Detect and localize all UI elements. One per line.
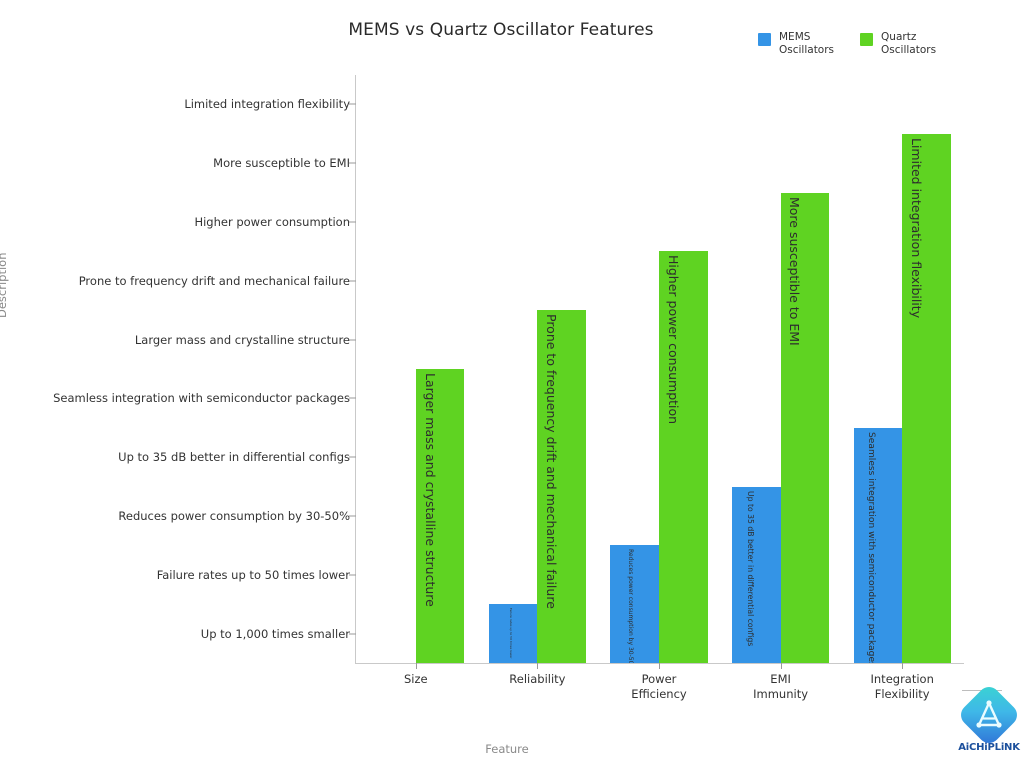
bar-value-label: Larger mass and crystalline structure [422,373,438,607]
legend-label-mems: MEMS Oscillators [779,31,835,56]
y-tick-label: Reduces power consumption by 30-50% [118,509,350,523]
bar-value-label: Higher power consumption [665,255,681,425]
y-tick-mark [349,221,356,223]
y-tick-mark [349,162,356,164]
bar-value-label: Limited integration flexibility [909,137,924,318]
y-tick-mark [349,574,356,576]
bar-value-label: Failure rates up to 50 times lower [508,608,513,659]
y-tick-mark [349,339,356,341]
y-tick-mark [349,397,356,399]
y-tick-label: Limited integration flexibility [184,97,350,112]
x-tick-mark [415,663,417,669]
x-tick-mark [537,663,539,669]
bar-mems[interactable]: Failure rates up to 50 times lower [488,604,538,663]
y-tick-label: Failure rates up to 50 times lower [156,567,350,582]
y-tick-label: Up to 1,000 times smaller [200,626,350,641]
legend-item-mems[interactable]: MEMS Oscillators [758,31,834,56]
x-axis-title-text: Feature [485,742,529,756]
bar-quartz[interactable]: Larger mass and crystalline structure [415,369,465,663]
watermark-logo: AiCHiPLiNK [956,682,1022,762]
y-tick-mark [349,103,356,105]
legend-swatch-quartz [860,33,874,46]
legend-swatch-mems [758,33,771,46]
y-axis-title: Description [0,252,9,319]
y-tick-label: Up to 35 dB better in differential confi… [118,450,350,465]
y-tick-mark [349,280,356,282]
bar-mems[interactable]: Seamless integration with semiconductor … [853,427,903,663]
bar-mems[interactable]: Up to 35 dB better in differential confi… [731,486,781,663]
bar-value-label: Reduces power consumption by 30-50% [626,549,634,663]
y-tick-label: Higher power consumption [194,215,350,229]
x-tick-mark [659,663,660,669]
bar-value-label: Prone to frequency drift and mechanical … [544,314,560,610]
x-tick-label: EMI Immunity [753,672,809,701]
bar-mems[interactable]: Reduces power consumption by 30-50% [610,545,659,663]
y-tick-label: Seamless integration with semiconductor … [53,391,350,406]
bar-quartz[interactable]: More susceptible to EMI [780,192,830,663]
bar-quartz[interactable]: Higher power consumption [659,251,708,663]
y-tick-mark [349,633,356,635]
x-tick-label: Power Efficiency [631,672,687,701]
bar-value-label: Up to 35 dB better in differential confi… [745,490,755,646]
aichiplink-glyph-icon [966,692,1012,738]
y-axis-spine [355,75,356,663]
bar-value-label: More susceptible to EMI [787,196,803,346]
x-tick-label: Size [403,672,428,686]
watermark-text: AiCHiPLiNK [958,742,1020,753]
y-tick-mark [349,515,356,517]
x-tick-label: Reliability [509,672,566,686]
chart-legend: MEMS Oscillators Quartz Oscillators [758,31,936,56]
y-tick-mark [349,456,356,458]
bar-quartz[interactable]: Limited integration flexibility [902,133,951,663]
legend-label-quartz: Quartz Oscillators [881,31,937,56]
bar-quartz[interactable]: Prone to frequency drift and mechanical … [537,310,587,663]
plot-area: Failure rates up to 50 times lower Reduce… [355,75,963,663]
x-tick-mark [902,663,904,669]
bar-value-label: Seamless integration with semiconductor … [865,431,876,663]
x-tick-mark [780,663,782,669]
legend-item-quartz[interactable]: Quartz Oscillators [860,31,936,56]
y-tick-label: More susceptible to EMI [213,156,350,171]
x-tick-label: Integration Flexibility [870,672,934,701]
chart-title-text: MEMS vs Quartz Oscillator Features [348,20,654,40]
x-axis-title: Feature [0,742,1024,756]
aichiplink-diamond-icon [956,682,1022,748]
chart-title: MEMS vs Quartz Oscillator Features [0,20,1024,40]
y-tick-label: Larger mass and crystalline structure [134,332,350,347]
y-tick-label: Prone to frequency drift and mechanical … [78,273,350,288]
